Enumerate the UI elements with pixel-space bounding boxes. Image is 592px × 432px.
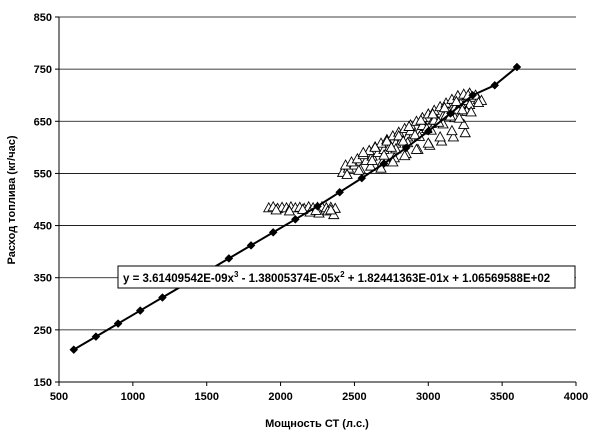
diamond-point	[446, 109, 455, 118]
x-tick-label-2500: 2500	[342, 391, 366, 403]
x-tick-label-1000: 1000	[121, 391, 145, 403]
diamond-point	[379, 159, 389, 168]
triangle-point	[426, 108, 439, 119]
triangle-point	[457, 118, 470, 129]
y-tick-label-250: 250	[34, 325, 52, 337]
diamond-point	[423, 126, 433, 136]
diamond-point	[490, 80, 500, 90]
triangle-point	[310, 204, 322, 215]
y-tick-label-450: 450	[34, 221, 52, 233]
x-tick-label-4000: 4000	[564, 391, 588, 403]
axes	[55, 16, 577, 386]
triangle-point	[397, 135, 409, 146]
diamond-point	[69, 345, 79, 355]
equation-box-border	[117, 265, 576, 289]
y-tick-label-850: 850	[34, 12, 52, 24]
triangle-point	[296, 203, 309, 214]
triangle-point	[364, 160, 377, 171]
diamond-point	[135, 306, 145, 315]
triangle-point	[456, 103, 469, 115]
diamond-point	[158, 293, 167, 302]
y-tick-label-750: 750	[34, 64, 52, 76]
diamond-point	[246, 241, 256, 250]
triangle-point	[459, 126, 471, 138]
y-tick-label-650: 650	[34, 116, 52, 128]
triangle-point	[438, 101, 451, 113]
y-tick-label-550: 550	[34, 168, 52, 180]
diamond-point	[512, 62, 522, 72]
x-tick-label-1500: 1500	[194, 391, 218, 403]
y-tick-label-350: 350	[34, 273, 52, 285]
diamond-point	[468, 90, 477, 100]
triangle-point	[434, 131, 446, 142]
triangle-point	[465, 105, 477, 117]
y-tick-label-150: 150	[34, 377, 52, 389]
triangle-point	[283, 205, 296, 216]
trendline-equation: y = 3.61409542E-09x3 - 1.38005374E-05x2 …	[123, 270, 550, 285]
x-tick-label-2000: 2000	[268, 391, 292, 403]
diamond-point	[268, 227, 278, 237]
x-axis-label: Мощность СТ (л.с.)	[265, 418, 369, 430]
triangle-point	[447, 131, 460, 142]
trendline-equation-box: y = 3.61409542E-09x3 - 1.38005374E-05x2 …	[117, 265, 576, 289]
triangle-point	[453, 112, 466, 123]
triangle-point	[341, 168, 353, 179]
diamond-point	[401, 143, 411, 153]
triangle-point	[446, 124, 458, 136]
triangle-point	[270, 204, 282, 215]
triangle-point	[381, 135, 393, 146]
triangle-point	[392, 129, 405, 141]
triangle-point	[385, 141, 398, 152]
y-axis-label: Расход топлива (кг/час)	[6, 135, 18, 264]
x-tick-labels: 500 1000 1500 2000 2500 3000 3500 4000	[50, 391, 588, 403]
triangle-point	[450, 95, 463, 106]
x-tick-label-3000: 3000	[416, 391, 440, 403]
triangle-point	[366, 154, 378, 165]
x-tick-label-3500: 3500	[490, 391, 514, 403]
triangle-point	[415, 114, 427, 125]
triangle-point	[472, 96, 485, 107]
triangle-point	[353, 164, 365, 175]
y-tick-labels: 150 250 350 450 550 650 750 850	[34, 12, 52, 389]
diamond-point	[290, 214, 300, 224]
triangle-point	[398, 149, 411, 161]
diamond-point	[335, 187, 345, 197]
x-tick-label-500: 500	[50, 391, 68, 403]
triangle-point	[387, 156, 399, 167]
diamond-point	[224, 254, 234, 263]
triangle-point	[422, 137, 435, 148]
triangle-point	[369, 141, 381, 152]
triangle-point	[403, 120, 415, 131]
triangle-point	[410, 143, 423, 154]
triangle-point	[409, 128, 421, 140]
triangle-point	[357, 146, 370, 158]
diamond-point	[313, 201, 322, 211]
triangle-point	[325, 204, 337, 215]
diamond-point	[113, 319, 123, 328]
diamond-point	[91, 332, 101, 341]
diamond-point	[357, 173, 367, 183]
